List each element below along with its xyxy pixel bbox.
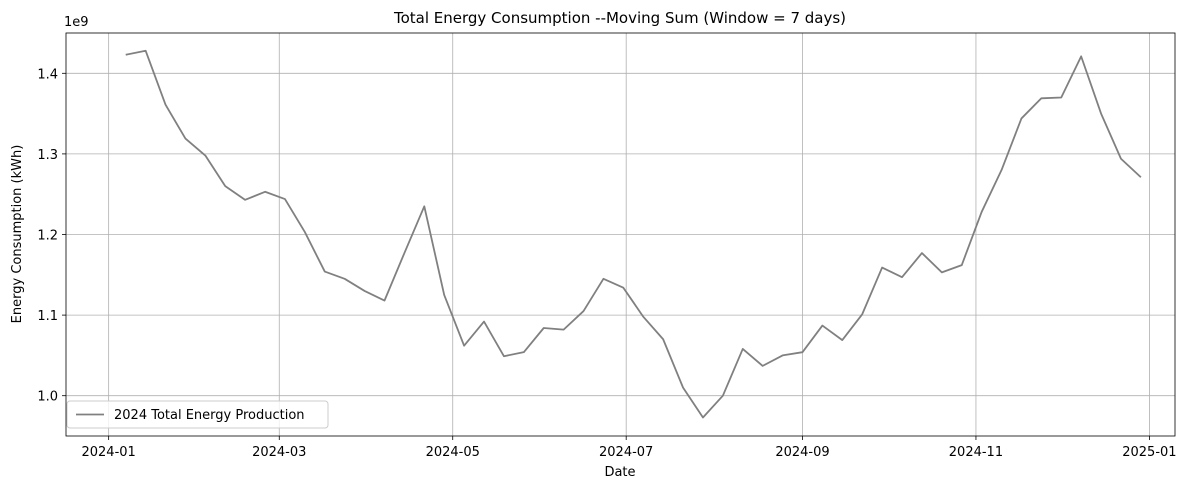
- series-line: [125, 49, 1142, 419]
- y-tick-label: 1.3: [37, 148, 58, 163]
- legend: 2024 Total Energy Production: [66, 400, 329, 429]
- x-tick-label: 2024-05: [426, 445, 480, 460]
- x-tick-label: 2024-03: [252, 445, 306, 460]
- x-tick-label: 2025-01: [1122, 445, 1176, 460]
- plot-area: [125, 49, 1142, 419]
- x-tick-label: 2024-09: [775, 445, 829, 460]
- x-tick-label: 2024-01: [81, 445, 135, 460]
- x-tick-label: 2024-07: [599, 445, 653, 460]
- y-axis-label: Energy Consumption (kWh): [10, 145, 25, 324]
- y-tick-label: 1.2: [37, 229, 58, 244]
- x-axis-label: Date: [604, 465, 635, 480]
- plot-frame: [65, 32, 1176, 437]
- y-tick-label: 1.0: [37, 390, 58, 405]
- y-offset-label: 1e9: [64, 15, 89, 30]
- y-tick-label: 1.1: [37, 309, 58, 324]
- grid: [66, 33, 1175, 436]
- y-tick-label: 1.4: [37, 67, 58, 82]
- chart-title: Total Energy Consumption --Moving Sum (W…: [393, 9, 846, 27]
- legend-frame: [66, 400, 329, 429]
- axes: 2024-01 2024-03 2024-05 2024-07 2024-09 2024-…: [37, 32, 1177, 460]
- legend-label: 2024 Total Energy Production: [114, 408, 305, 423]
- x-tick-label: 2024-11: [949, 445, 1003, 460]
